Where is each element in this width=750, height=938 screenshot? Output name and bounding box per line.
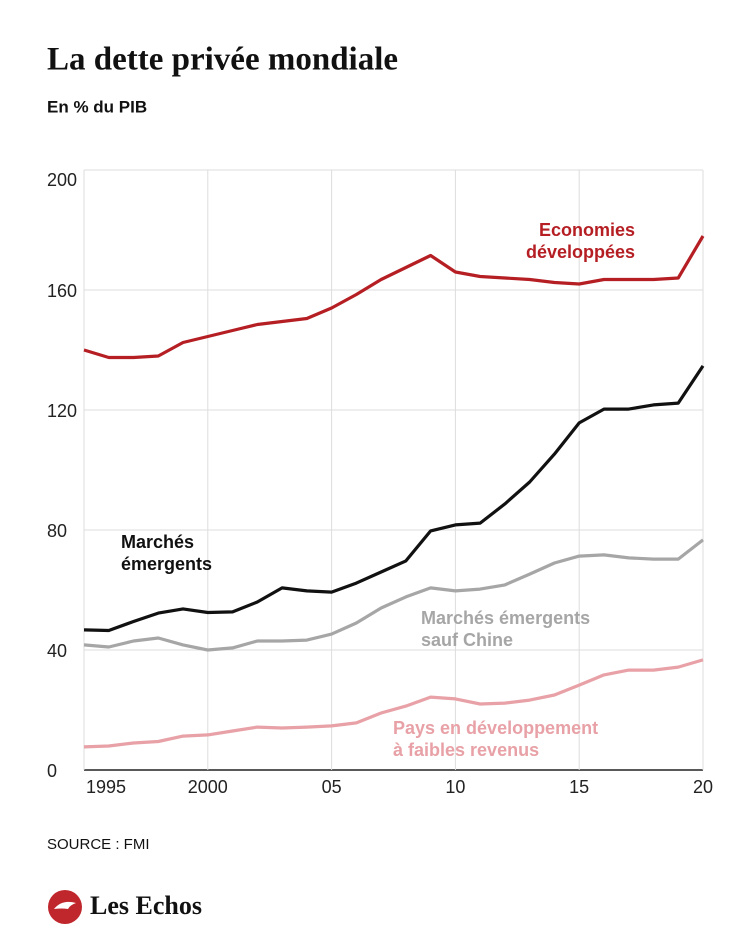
x-tick-label: 2000: [188, 777, 228, 797]
series-line: [83, 235, 705, 360]
x-tick-label: 20: [693, 777, 713, 797]
series-label: Economies: [539, 220, 635, 240]
series-line: [83, 538, 704, 652]
series-label: Marchés émergents: [421, 608, 590, 628]
source: SOURCE : FMI: [47, 836, 150, 853]
chart-title: La dette privée mondiale: [47, 42, 398, 78]
logo: [48, 890, 82, 924]
x-tick-label: 1995: [86, 777, 126, 797]
x-tick-label: 15: [569, 777, 589, 797]
y-tick-label: 40: [47, 641, 67, 661]
series-label: à faibles revenus: [393, 740, 539, 760]
x-tick-label: 05: [322, 777, 342, 797]
series-label: Pays en développement: [393, 718, 598, 738]
y-tick-label: 0: [47, 761, 57, 781]
x-tick-label: 10: [445, 777, 465, 797]
series-label: émergents: [121, 554, 212, 574]
y-tick-label: 200: [47, 170, 77, 190]
series-label: sauf Chine: [421, 630, 513, 650]
y-tick-label: 80: [47, 521, 67, 541]
y-tick-label: 160: [47, 281, 77, 301]
y-tick-label: 120: [47, 401, 77, 421]
brand: Les Echos: [90, 891, 202, 920]
logo-icon: [54, 901, 76, 909]
series-label: Marchés: [121, 532, 194, 552]
series-line: [83, 365, 705, 633]
subtitle: En % du PIB: [47, 97, 147, 116]
series-label: développées: [526, 242, 635, 262]
series-line: [83, 658, 704, 749]
